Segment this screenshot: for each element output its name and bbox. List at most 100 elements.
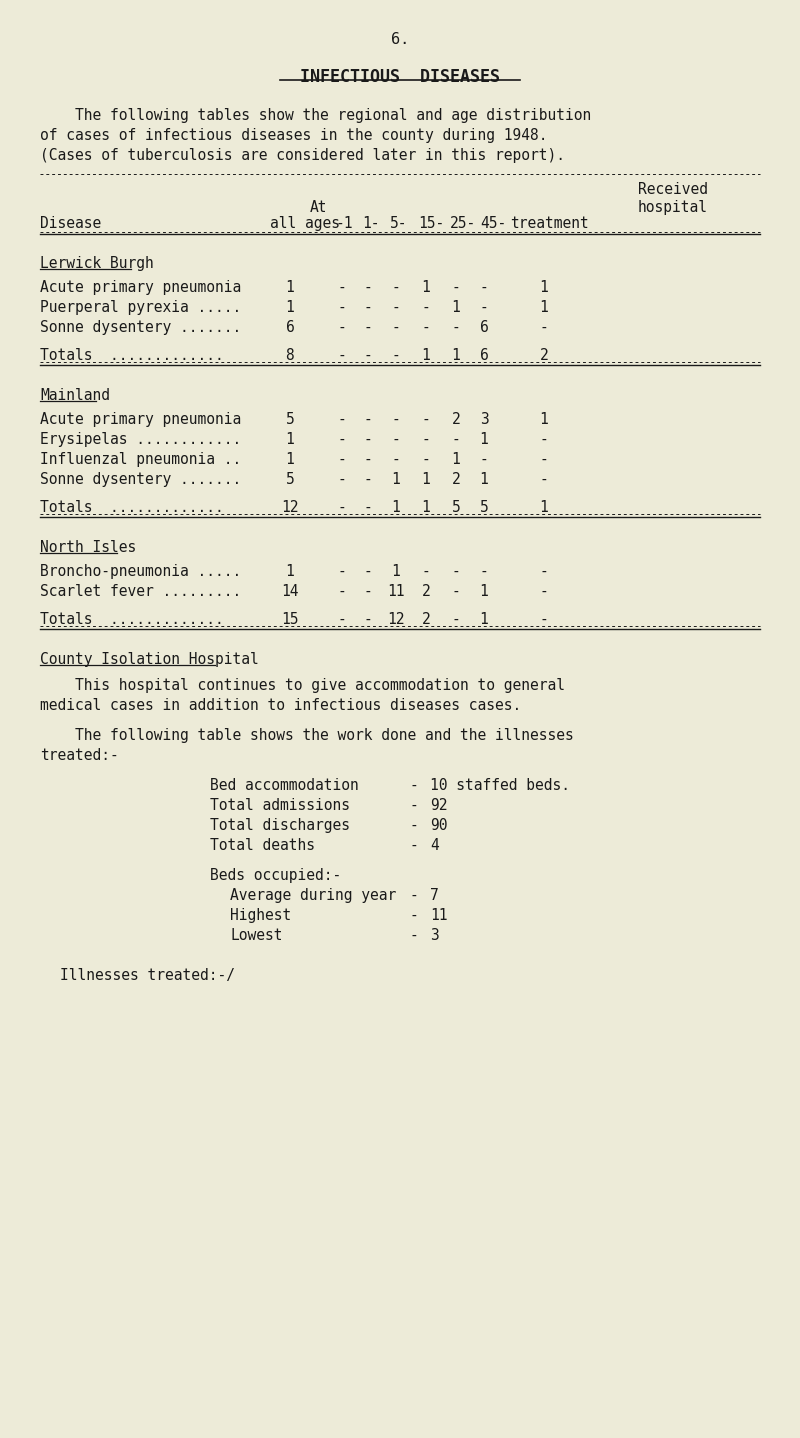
Text: 2: 2 (422, 584, 430, 600)
Text: -: - (338, 584, 346, 600)
Text: Acute primary pneumonia: Acute primary pneumonia (40, 413, 242, 427)
Text: 1: 1 (480, 431, 488, 447)
Text: 1: 1 (392, 500, 400, 515)
Text: 6: 6 (480, 348, 488, 362)
Text: Sonne dysentery .......: Sonne dysentery ....... (40, 321, 242, 335)
Text: 1: 1 (286, 280, 294, 295)
Text: Beds occupied:-: Beds occupied:- (210, 869, 342, 883)
Text: Mainland: Mainland (40, 388, 110, 403)
Text: 1: 1 (422, 472, 430, 487)
Text: -: - (540, 613, 548, 627)
Text: medical cases in addition to infectious diseases cases.: medical cases in addition to infectious … (40, 697, 522, 713)
Text: -: - (410, 907, 418, 923)
Text: -: - (364, 584, 372, 600)
Text: -: - (422, 564, 430, 580)
Text: -: - (364, 431, 372, 447)
Text: 12: 12 (387, 613, 405, 627)
Text: -: - (392, 301, 400, 315)
Text: 5: 5 (286, 472, 294, 487)
Text: hospital: hospital (638, 200, 708, 216)
Text: -: - (392, 413, 400, 427)
Text: -: - (364, 348, 372, 362)
Text: -: - (422, 301, 430, 315)
Text: 1: 1 (480, 584, 488, 600)
Text: -: - (392, 321, 400, 335)
Text: -: - (422, 413, 430, 427)
Text: Total admissions: Total admissions (210, 798, 350, 812)
Text: 1: 1 (452, 348, 460, 362)
Text: Illnesses treated:-/: Illnesses treated:-/ (60, 968, 235, 984)
Text: Total deaths: Total deaths (210, 838, 315, 853)
Text: 1: 1 (286, 301, 294, 315)
Text: Received: Received (638, 183, 708, 197)
Text: -: - (392, 452, 400, 467)
Text: This hospital continues to give accommodation to general: This hospital continues to give accommod… (40, 677, 565, 693)
Text: -: - (410, 818, 418, 833)
Text: Bed accommodation: Bed accommodation (210, 778, 358, 792)
Text: 1: 1 (452, 452, 460, 467)
Text: Scarlet fever .........: Scarlet fever ......... (40, 584, 242, 600)
Text: -: - (338, 472, 346, 487)
Text: -: - (540, 564, 548, 580)
Text: -: - (338, 280, 346, 295)
Text: North Isles: North Isles (40, 541, 136, 555)
Text: -: - (452, 564, 460, 580)
Text: -: - (392, 431, 400, 447)
Text: 1: 1 (540, 280, 548, 295)
Text: 5: 5 (452, 500, 460, 515)
Text: -: - (338, 301, 346, 315)
Text: -: - (364, 413, 372, 427)
Text: 1: 1 (540, 301, 548, 315)
Text: At: At (310, 200, 327, 216)
Text: -: - (452, 613, 460, 627)
Text: -: - (338, 431, 346, 447)
Text: Sonne dysentery .......: Sonne dysentery ....... (40, 472, 242, 487)
Text: -: - (338, 348, 346, 362)
Text: -: - (410, 778, 418, 792)
Text: -: - (364, 564, 372, 580)
Text: Broncho-pneumonia .....: Broncho-pneumonia ..... (40, 564, 242, 580)
Text: -: - (480, 452, 488, 467)
Text: 1: 1 (286, 564, 294, 580)
Text: 1: 1 (422, 348, 430, 362)
Text: treated:-: treated:- (40, 748, 118, 764)
Text: of cases of infectious diseases in the county during 1948.: of cases of infectious diseases in the c… (40, 128, 547, 142)
Text: 5: 5 (480, 500, 488, 515)
Text: 1: 1 (480, 613, 488, 627)
Text: -: - (364, 321, 372, 335)
Text: 1: 1 (422, 500, 430, 515)
Text: 14: 14 (282, 584, 298, 600)
Text: County Isolation Hospital: County Isolation Hospital (40, 651, 258, 667)
Text: Highest: Highest (230, 907, 291, 923)
Text: -: - (422, 431, 430, 447)
Text: Totals  .............: Totals ............. (40, 613, 224, 627)
Text: Influenzal pneumonia ..: Influenzal pneumonia .. (40, 452, 242, 467)
Text: 1: 1 (286, 452, 294, 467)
Text: 1: 1 (540, 500, 548, 515)
Text: Acute primary pneumonia: Acute primary pneumonia (40, 280, 242, 295)
Text: -: - (364, 500, 372, 515)
Text: -: - (480, 280, 488, 295)
Text: 1: 1 (392, 564, 400, 580)
Text: 7: 7 (430, 889, 438, 903)
Text: 10 staffed beds.: 10 staffed beds. (430, 778, 570, 792)
Text: Erysipelas ............: Erysipelas ............ (40, 431, 242, 447)
Text: -: - (410, 838, 418, 853)
Text: -: - (392, 348, 400, 362)
Text: 2: 2 (452, 413, 460, 427)
Text: 12: 12 (282, 500, 298, 515)
Text: treatment: treatment (510, 216, 589, 232)
Text: -: - (364, 452, 372, 467)
Text: 8: 8 (286, 348, 294, 362)
Text: 6: 6 (480, 321, 488, 335)
Text: -: - (452, 321, 460, 335)
Text: Lerwick Burgh: Lerwick Burgh (40, 256, 154, 270)
Text: 90: 90 (430, 818, 447, 833)
Text: -: - (338, 564, 346, 580)
Text: 11: 11 (387, 584, 405, 600)
Text: -: - (338, 613, 346, 627)
Text: 4: 4 (430, 838, 438, 853)
Text: Puerperal pyrexia .....: Puerperal pyrexia ..... (40, 301, 242, 315)
Text: 5-: 5- (390, 216, 407, 232)
Text: -: - (364, 301, 372, 315)
